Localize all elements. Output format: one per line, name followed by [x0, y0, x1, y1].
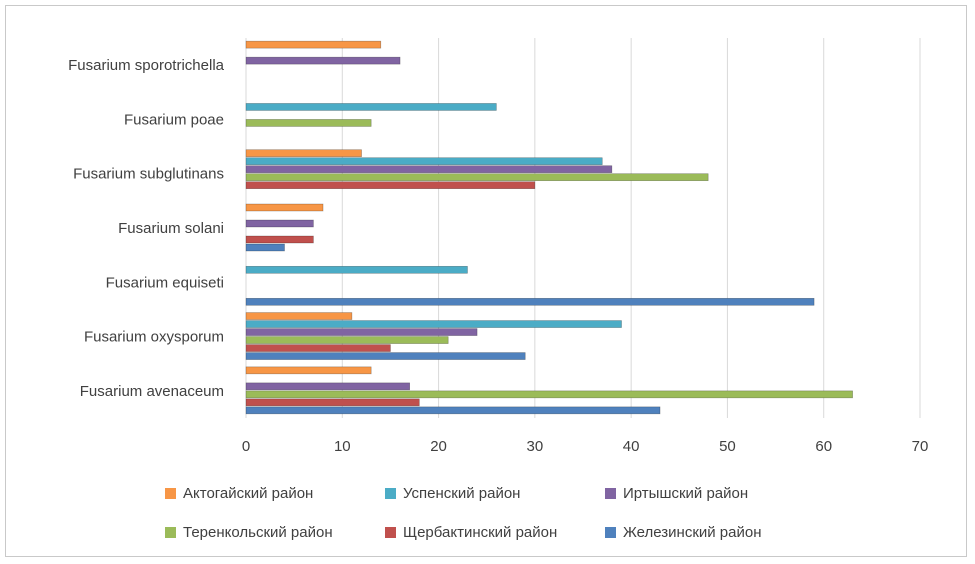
x-tick-label: 30 [527, 438, 544, 455]
bar [245, 390, 853, 399]
bar [245, 157, 603, 166]
category-label: Fusarium oxysporum [84, 329, 224, 346]
bar [245, 203, 324, 212]
bar [245, 265, 468, 274]
bar [245, 297, 815, 306]
x-tick-label: 20 [430, 438, 447, 455]
x-tick-label: 0 [242, 438, 250, 455]
gridlines [245, 38, 921, 418]
bar [245, 406, 661, 415]
bar [245, 398, 420, 407]
category-labels: Fusarium sporotrichella Fusarium poae Fusa… [68, 57, 225, 400]
bar [245, 40, 382, 49]
bar [245, 173, 709, 182]
bar [245, 328, 478, 336]
bar [245, 366, 372, 375]
bars [245, 40, 853, 415]
x-tick-label: 10 [334, 438, 351, 455]
category-label: Fusarium avenaceum [80, 383, 224, 400]
bar [245, 235, 314, 244]
bar [245, 312, 353, 320]
bar [245, 103, 497, 111]
chart-frame [5, 5, 967, 557]
x-tick-label: 70 [912, 438, 929, 455]
bar [245, 219, 314, 228]
category-label: Fusarium sporotrichella [68, 57, 225, 74]
bar [245, 165, 613, 174]
bar [245, 344, 391, 352]
bar [245, 382, 410, 391]
x-tick-label: 40 [623, 438, 640, 455]
bar [245, 56, 401, 65]
bar [245, 119, 372, 127]
category-label: Fusarium solani [118, 220, 224, 237]
bar [245, 181, 536, 190]
category-label: Fusarium poae [124, 111, 224, 128]
bar [245, 320, 622, 328]
bar [245, 149, 362, 158]
x-tick-label: 60 [815, 438, 832, 455]
bar [245, 352, 526, 360]
bar [245, 243, 285, 252]
category-label: Fusarium subglutinans [73, 166, 224, 183]
bar [245, 336, 449, 344]
category-label: Fusarium equiseti [106, 274, 224, 291]
x-axis-tick-labels: 0 10 20 30 40 50 60 70 [242, 438, 929, 455]
x-tick-label: 50 [719, 438, 736, 455]
